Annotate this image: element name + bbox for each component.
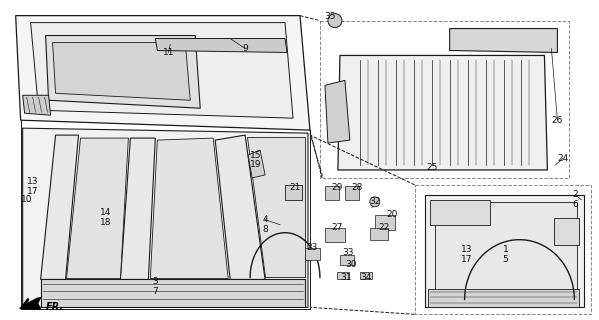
Text: 11: 11 (162, 48, 174, 57)
Polygon shape (155, 38, 287, 52)
Text: 13: 13 (27, 177, 38, 187)
Polygon shape (435, 202, 577, 300)
Text: 29: 29 (331, 183, 343, 192)
Text: 2: 2 (573, 190, 578, 199)
Text: 21: 21 (289, 183, 301, 192)
Polygon shape (325, 186, 339, 200)
Polygon shape (41, 135, 78, 279)
Text: 10: 10 (21, 195, 32, 204)
Text: 30: 30 (345, 260, 356, 269)
Text: 1: 1 (503, 245, 509, 254)
Polygon shape (248, 150, 265, 178)
Text: 15: 15 (250, 150, 262, 160)
Text: 14: 14 (100, 208, 111, 217)
Polygon shape (450, 28, 558, 52)
Text: 24: 24 (558, 154, 569, 163)
Text: 23: 23 (306, 243, 317, 252)
Polygon shape (337, 271, 349, 279)
Text: 4: 4 (262, 215, 268, 224)
Polygon shape (325, 80, 350, 143)
Text: 5: 5 (503, 255, 509, 264)
Polygon shape (53, 43, 190, 100)
Text: 32: 32 (369, 197, 380, 206)
Text: 20: 20 (386, 210, 398, 219)
Polygon shape (428, 289, 579, 307)
Text: 18: 18 (99, 218, 111, 227)
Polygon shape (41, 279, 305, 307)
Polygon shape (16, 16, 310, 130)
Text: 33: 33 (342, 248, 353, 257)
Polygon shape (360, 271, 372, 279)
Polygon shape (429, 200, 489, 225)
Text: 6: 6 (573, 200, 578, 209)
Polygon shape (370, 228, 388, 240)
Text: 35: 35 (324, 12, 335, 21)
Polygon shape (23, 95, 50, 115)
Polygon shape (338, 55, 547, 170)
Circle shape (370, 197, 380, 207)
Polygon shape (215, 135, 265, 279)
Polygon shape (305, 248, 320, 260)
Text: 28: 28 (351, 183, 362, 192)
Polygon shape (23, 128, 308, 307)
Circle shape (328, 14, 342, 28)
Polygon shape (66, 138, 128, 278)
Text: 3: 3 (153, 277, 158, 286)
Text: 17: 17 (461, 255, 473, 264)
Polygon shape (555, 218, 579, 244)
Polygon shape (247, 137, 305, 277)
Text: 22: 22 (378, 223, 389, 232)
Polygon shape (285, 185, 302, 200)
Text: 17: 17 (27, 188, 38, 196)
Polygon shape (46, 36, 200, 108)
Text: 13: 13 (461, 245, 473, 254)
Text: 7: 7 (153, 287, 158, 296)
Text: 25: 25 (426, 164, 437, 172)
Polygon shape (150, 138, 228, 278)
Text: 31: 31 (340, 273, 352, 282)
Text: 34: 34 (360, 273, 371, 282)
Text: 8: 8 (262, 225, 268, 234)
Polygon shape (340, 255, 354, 265)
Polygon shape (120, 138, 155, 279)
Text: 27: 27 (331, 223, 343, 232)
Polygon shape (375, 215, 395, 230)
Polygon shape (425, 195, 585, 307)
Text: FR.: FR. (46, 302, 63, 312)
Text: 26: 26 (552, 116, 563, 125)
Polygon shape (31, 23, 293, 118)
Text: 19: 19 (250, 160, 262, 170)
Polygon shape (20, 297, 41, 309)
Text: 9: 9 (242, 44, 248, 53)
Polygon shape (325, 228, 345, 242)
Polygon shape (345, 186, 359, 200)
